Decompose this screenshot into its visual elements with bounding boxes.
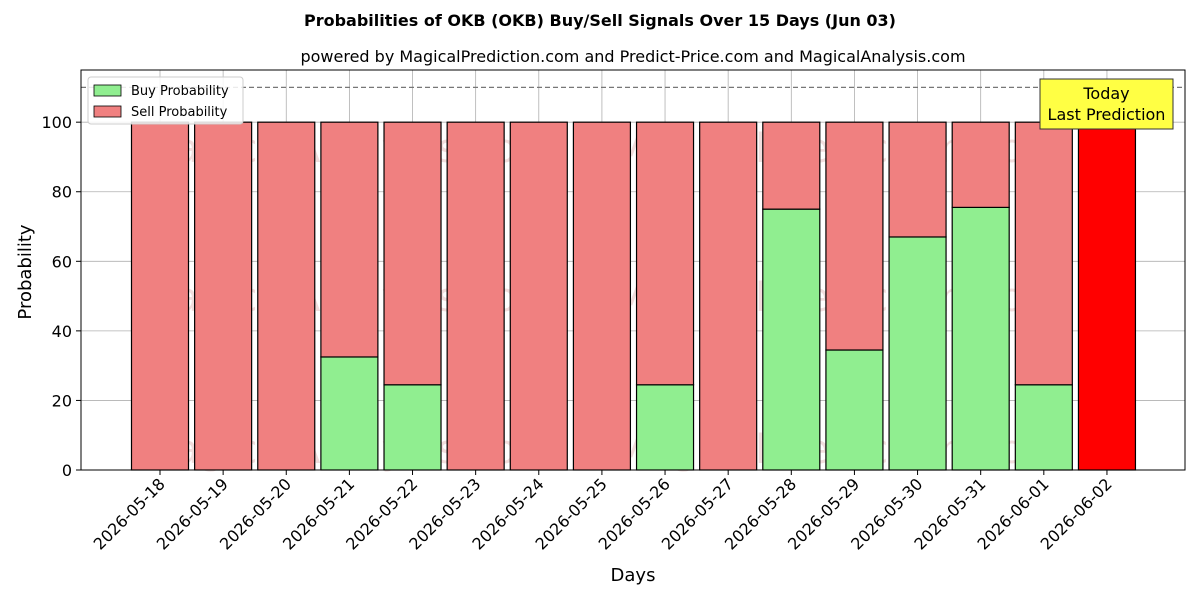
legend-sell-swatch	[93, 105, 122, 118]
today-annotation-text: Today	[1082, 84, 1129, 103]
buy-bar	[951, 206, 1010, 471]
y-axis-label: Probability	[15, 224, 36, 319]
legend-buy-label: Buy Probability	[131, 84, 229, 99]
legend-buy-swatch	[93, 84, 122, 97]
buy-bar	[762, 208, 821, 471]
buy-bar	[635, 384, 695, 471]
plot-area: MagicalAnalysis.comMagicalPrediction.com…	[41, 69, 1186, 554]
today-annotation-box	[1039, 78, 1174, 130]
sell-bar	[383, 121, 442, 386]
chart-subtitle: powered by MagicalPrediction.com and Pre…	[300, 47, 965, 66]
sell-bar	[762, 121, 821, 210]
y-tick-label: 0	[62, 461, 72, 480]
y-tick-label: 80	[52, 183, 72, 202]
sell-bar	[257, 121, 316, 471]
sell-bar	[446, 121, 505, 471]
sell-bar	[825, 121, 884, 351]
y-tick-label: 60	[52, 252, 72, 271]
y-tick-label: 40	[52, 322, 72, 341]
sell-bar	[951, 121, 1010, 208]
sell-bar-today	[1077, 121, 1137, 471]
chart-title: Probabilities of OKB (OKB) Buy/Sell Sign…	[304, 11, 896, 30]
buy-bar	[825, 349, 884, 471]
legend-sell-label: Sell Probability	[131, 105, 228, 120]
sell-bar	[572, 121, 632, 471]
sell-bar	[509, 121, 568, 471]
buy-bar	[888, 236, 947, 471]
sell-bar	[888, 121, 947, 238]
y-tick-label: 20	[52, 391, 72, 410]
buy-bar	[1014, 384, 1073, 471]
sell-bar	[320, 121, 379, 358]
sell-bar	[1014, 121, 1073, 386]
sell-bar	[635, 121, 695, 386]
today-annotation-text: Last Prediction	[1048, 105, 1166, 124]
buy-bar	[383, 384, 442, 471]
buy-bar	[320, 356, 379, 471]
x-axis-label: Days	[611, 565, 656, 586]
plot-frame	[80, 69, 1186, 471]
y-tick-label: 100	[41, 113, 72, 132]
sell-bar	[194, 121, 253, 471]
sell-bar	[130, 121, 190, 471]
legend-box	[87, 76, 244, 125]
sell-bar	[699, 121, 758, 471]
